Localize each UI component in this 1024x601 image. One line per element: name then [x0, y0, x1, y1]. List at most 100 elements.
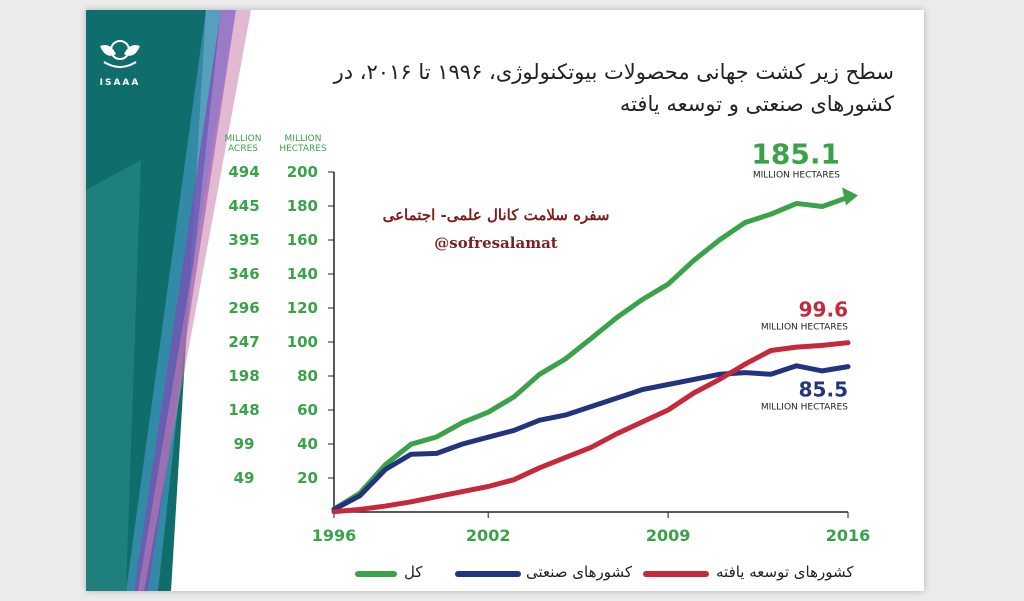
- data-point-developing: [408, 499, 414, 504]
- data-point-total: [640, 297, 645, 302]
- data-point-industrial: [794, 363, 799, 368]
- data-point-developing: [511, 477, 517, 482]
- data-point-total: [537, 372, 542, 377]
- series-arrow-total: [842, 187, 858, 206]
- y-tick-label-acres: 395: [228, 231, 259, 249]
- data-point-developing: [717, 377, 722, 382]
- isaaa-logo-icon: [100, 40, 140, 68]
- y-tick-label-acres: 99: [234, 435, 255, 453]
- data-point-total: [691, 258, 696, 263]
- data-point-developing: [665, 407, 671, 413]
- series-end-unit-industrial: MILLION HECTARES: [761, 403, 848, 413]
- data-point-developing: [537, 465, 542, 470]
- y-tick-label-acres: 296: [228, 299, 259, 317]
- data-point-developing: [640, 419, 645, 425]
- series-end-value-total: 185.1: [751, 137, 840, 170]
- y-tick-label-hectares: 80: [297, 367, 318, 385]
- chart-title: سطح زیر کشت جهانی محصولات بیوتکنولوژی، ۱…: [294, 56, 894, 120]
- series-end-value-developing: 99.6: [799, 298, 848, 322]
- data-point-total: [511, 394, 517, 400]
- data-point-industrial: [665, 382, 671, 387]
- y-tick-label-hectares: 180: [287, 197, 318, 215]
- acres-axis-header: MILLION ACRES: [224, 134, 262, 154]
- data-point-developing: [691, 390, 696, 396]
- x-tick-label: 1996: [312, 526, 357, 545]
- y-tick-label-acres: 247: [228, 333, 259, 351]
- watermark: سفره سلامت کانال علمی- اجتماعی @sofresal…: [376, 206, 616, 252]
- y-tick-label-hectares: 140: [287, 265, 318, 283]
- data-point-developing: [460, 489, 465, 494]
- y-tick-label-hectares: 40: [297, 435, 318, 453]
- data-point-industrial: [408, 452, 414, 457]
- data-point-total: [820, 204, 825, 209]
- legend-label-industrial: کشورهای صنعتی: [526, 563, 633, 581]
- legend-label-total: کل: [404, 563, 423, 581]
- series-line-industrial: [331, 363, 851, 512]
- data-point-industrial: [460, 441, 465, 447]
- data-point-industrial: [357, 493, 362, 499]
- data-point-industrial: [820, 368, 825, 374]
- data-point-industrial: [717, 372, 722, 377]
- x-tick-label: 2009: [646, 526, 691, 545]
- data-point-total: [665, 282, 671, 287]
- data-point-total: [434, 434, 439, 440]
- data-point-industrial: [434, 451, 439, 456]
- data-point-developing: [845, 340, 851, 345]
- y-tick-label-acres: 49: [234, 469, 255, 487]
- line-chart: 20 49 40 99 60 148 80 198 100 247 120 296 140 346 160 3…: [228, 137, 871, 545]
- data-point-industrial: [640, 387, 645, 392]
- data-point-industrial: [614, 395, 619, 401]
- data-point-total: [743, 220, 748, 225]
- chart-card: ISAAA سطح زیر کشت جهانی محصولات بیوتکنول…: [86, 10, 924, 591]
- chart-title-line1: سطح زیر کشت جهانی محصولات بیوتکنولوژی، ۱…: [333, 60, 894, 84]
- series-end-value-industrial: 85.5: [799, 378, 848, 402]
- watermark-line1: سفره سلامت کانال علمی- اجتماعی: [382, 206, 610, 224]
- legend-label-developing: کشورهای توسعه یافته: [716, 563, 854, 581]
- data-point-total: [383, 462, 388, 467]
- data-point-developing: [434, 494, 439, 499]
- data-point-industrial: [845, 364, 851, 369]
- data-point-developing: [820, 343, 825, 348]
- y-tick-label-hectares: 200: [287, 163, 318, 181]
- y-tick-label-acres: 148: [228, 401, 259, 419]
- chart-title-line2: کشورهای صنعتی و توسعه یافته: [619, 92, 894, 116]
- data-point-total: [486, 410, 491, 415]
- isaaa-logo-text: ISAAA: [99, 78, 141, 88]
- y-tick-label-hectares: 100: [287, 333, 318, 351]
- y-tick-label-hectares: 160: [287, 231, 318, 249]
- data-point-developing: [768, 348, 774, 353]
- data-point-industrial: [511, 428, 517, 433]
- data-point-industrial: [691, 377, 696, 382]
- data-point-developing: [563, 455, 568, 460]
- series-end-unit-total: MILLION HECTARES: [753, 170, 840, 180]
- series-line-developing: [331, 340, 851, 515]
- y-tick-label-acres: 445: [228, 197, 259, 215]
- data-point-industrial: [537, 418, 542, 423]
- data-point-developing: [486, 484, 491, 489]
- y-tick-label-hectares: 60: [297, 401, 318, 419]
- y-tick-label-acres: 494: [228, 163, 259, 181]
- y-tick-label-acres: 346: [228, 265, 259, 283]
- y-tick-label-hectares: 20: [297, 469, 318, 487]
- data-point-industrial: [383, 467, 388, 472]
- data-point-total: [794, 201, 799, 206]
- data-point-developing: [357, 507, 362, 512]
- data-point-total: [614, 315, 619, 320]
- data-point-industrial: [588, 404, 594, 409]
- data-point-industrial: [563, 412, 568, 418]
- data-point-developing: [794, 344, 799, 350]
- watermark-line2: @sofresalamat: [434, 234, 558, 252]
- x-tick-label: 2016: [826, 526, 871, 545]
- data-point-industrial: [768, 372, 774, 377]
- hectares-axis-header: MILLION HECTARES: [279, 134, 327, 154]
- data-point-total: [717, 237, 722, 243]
- data-point-total: [460, 420, 465, 425]
- data-point-total: [563, 356, 568, 362]
- data-point-developing: [614, 431, 619, 436]
- data-point-industrial: [486, 435, 491, 440]
- decorative-bands: [86, 10, 251, 591]
- data-point-total: [408, 441, 414, 447]
- data-point-developing: [743, 361, 748, 367]
- data-point-developing: [331, 509, 337, 514]
- y-tick-label-acres: 198: [228, 367, 259, 385]
